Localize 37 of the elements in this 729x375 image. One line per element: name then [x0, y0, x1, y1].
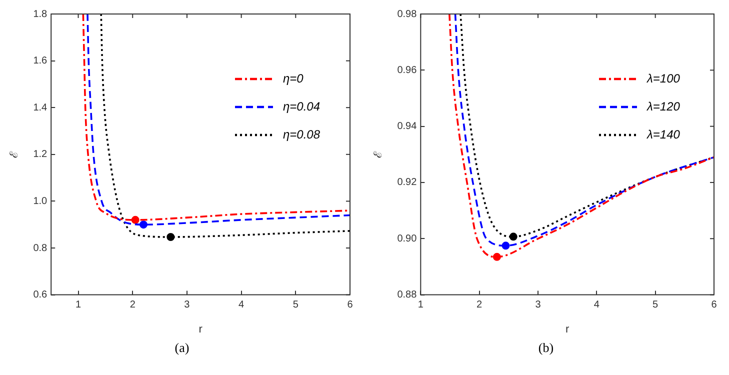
text: (a) — [174, 340, 190, 356]
x-tick-label: 2 — [476, 300, 483, 311]
x-tick-label: 6 — [347, 300, 354, 311]
y-tick-label: 0.6 — [33, 290, 48, 301]
y-tick-label: 0.98 — [397, 8, 418, 20]
y-tick-label: 1.4 — [33, 102, 48, 114]
y-axis-title: ℰ — [372, 150, 385, 158]
y-axis-title: ℰ — [8, 150, 21, 158]
x-tick-label: 6 — [711, 300, 718, 311]
legend-label: λ=120 — [646, 99, 680, 114]
legend-label: η=0.04 — [283, 99, 320, 114]
y-tick-label: 0.90 — [397, 233, 418, 244]
legend-label: λ=100 — [646, 71, 680, 86]
x-tick-label: 5 — [652, 300, 659, 311]
x-axis-title: r — [198, 323, 203, 336]
x-axis-title: r — [565, 323, 570, 336]
x-tick-label: 4 — [238, 300, 245, 311]
x-tick-label: 1 — [418, 300, 424, 311]
y-tick-label: 1.8 — [33, 8, 48, 20]
x-tick-label: 3 — [535, 300, 542, 311]
y-tick-label: 0.96 — [397, 64, 418, 76]
y-tick-label: 0.92 — [397, 177, 418, 188]
y-tick-label: 0.8 — [33, 242, 48, 254]
y-tick-label: 1.0 — [33, 196, 48, 207]
x-tick-label: 1 — [75, 300, 82, 311]
y-tick-label: 1.6 — [33, 56, 48, 67]
legend-label: λ=140 — [646, 127, 680, 142]
x-tick-label: 5 — [292, 300, 299, 311]
x-tick-label: 3 — [184, 300, 190, 311]
legend-label: η=0.08 — [283, 127, 320, 142]
text: (b) — [537, 340, 555, 356]
y-tick-label: 1.2 — [33, 149, 48, 160]
legend-label: η=0 — [283, 71, 304, 86]
y-tick-label: 0.94 — [397, 121, 418, 132]
y-tick-label: 0.88 — [397, 290, 418, 301]
x-tick-label: 4 — [594, 300, 600, 311]
x-tick-label: 2 — [130, 300, 136, 311]
